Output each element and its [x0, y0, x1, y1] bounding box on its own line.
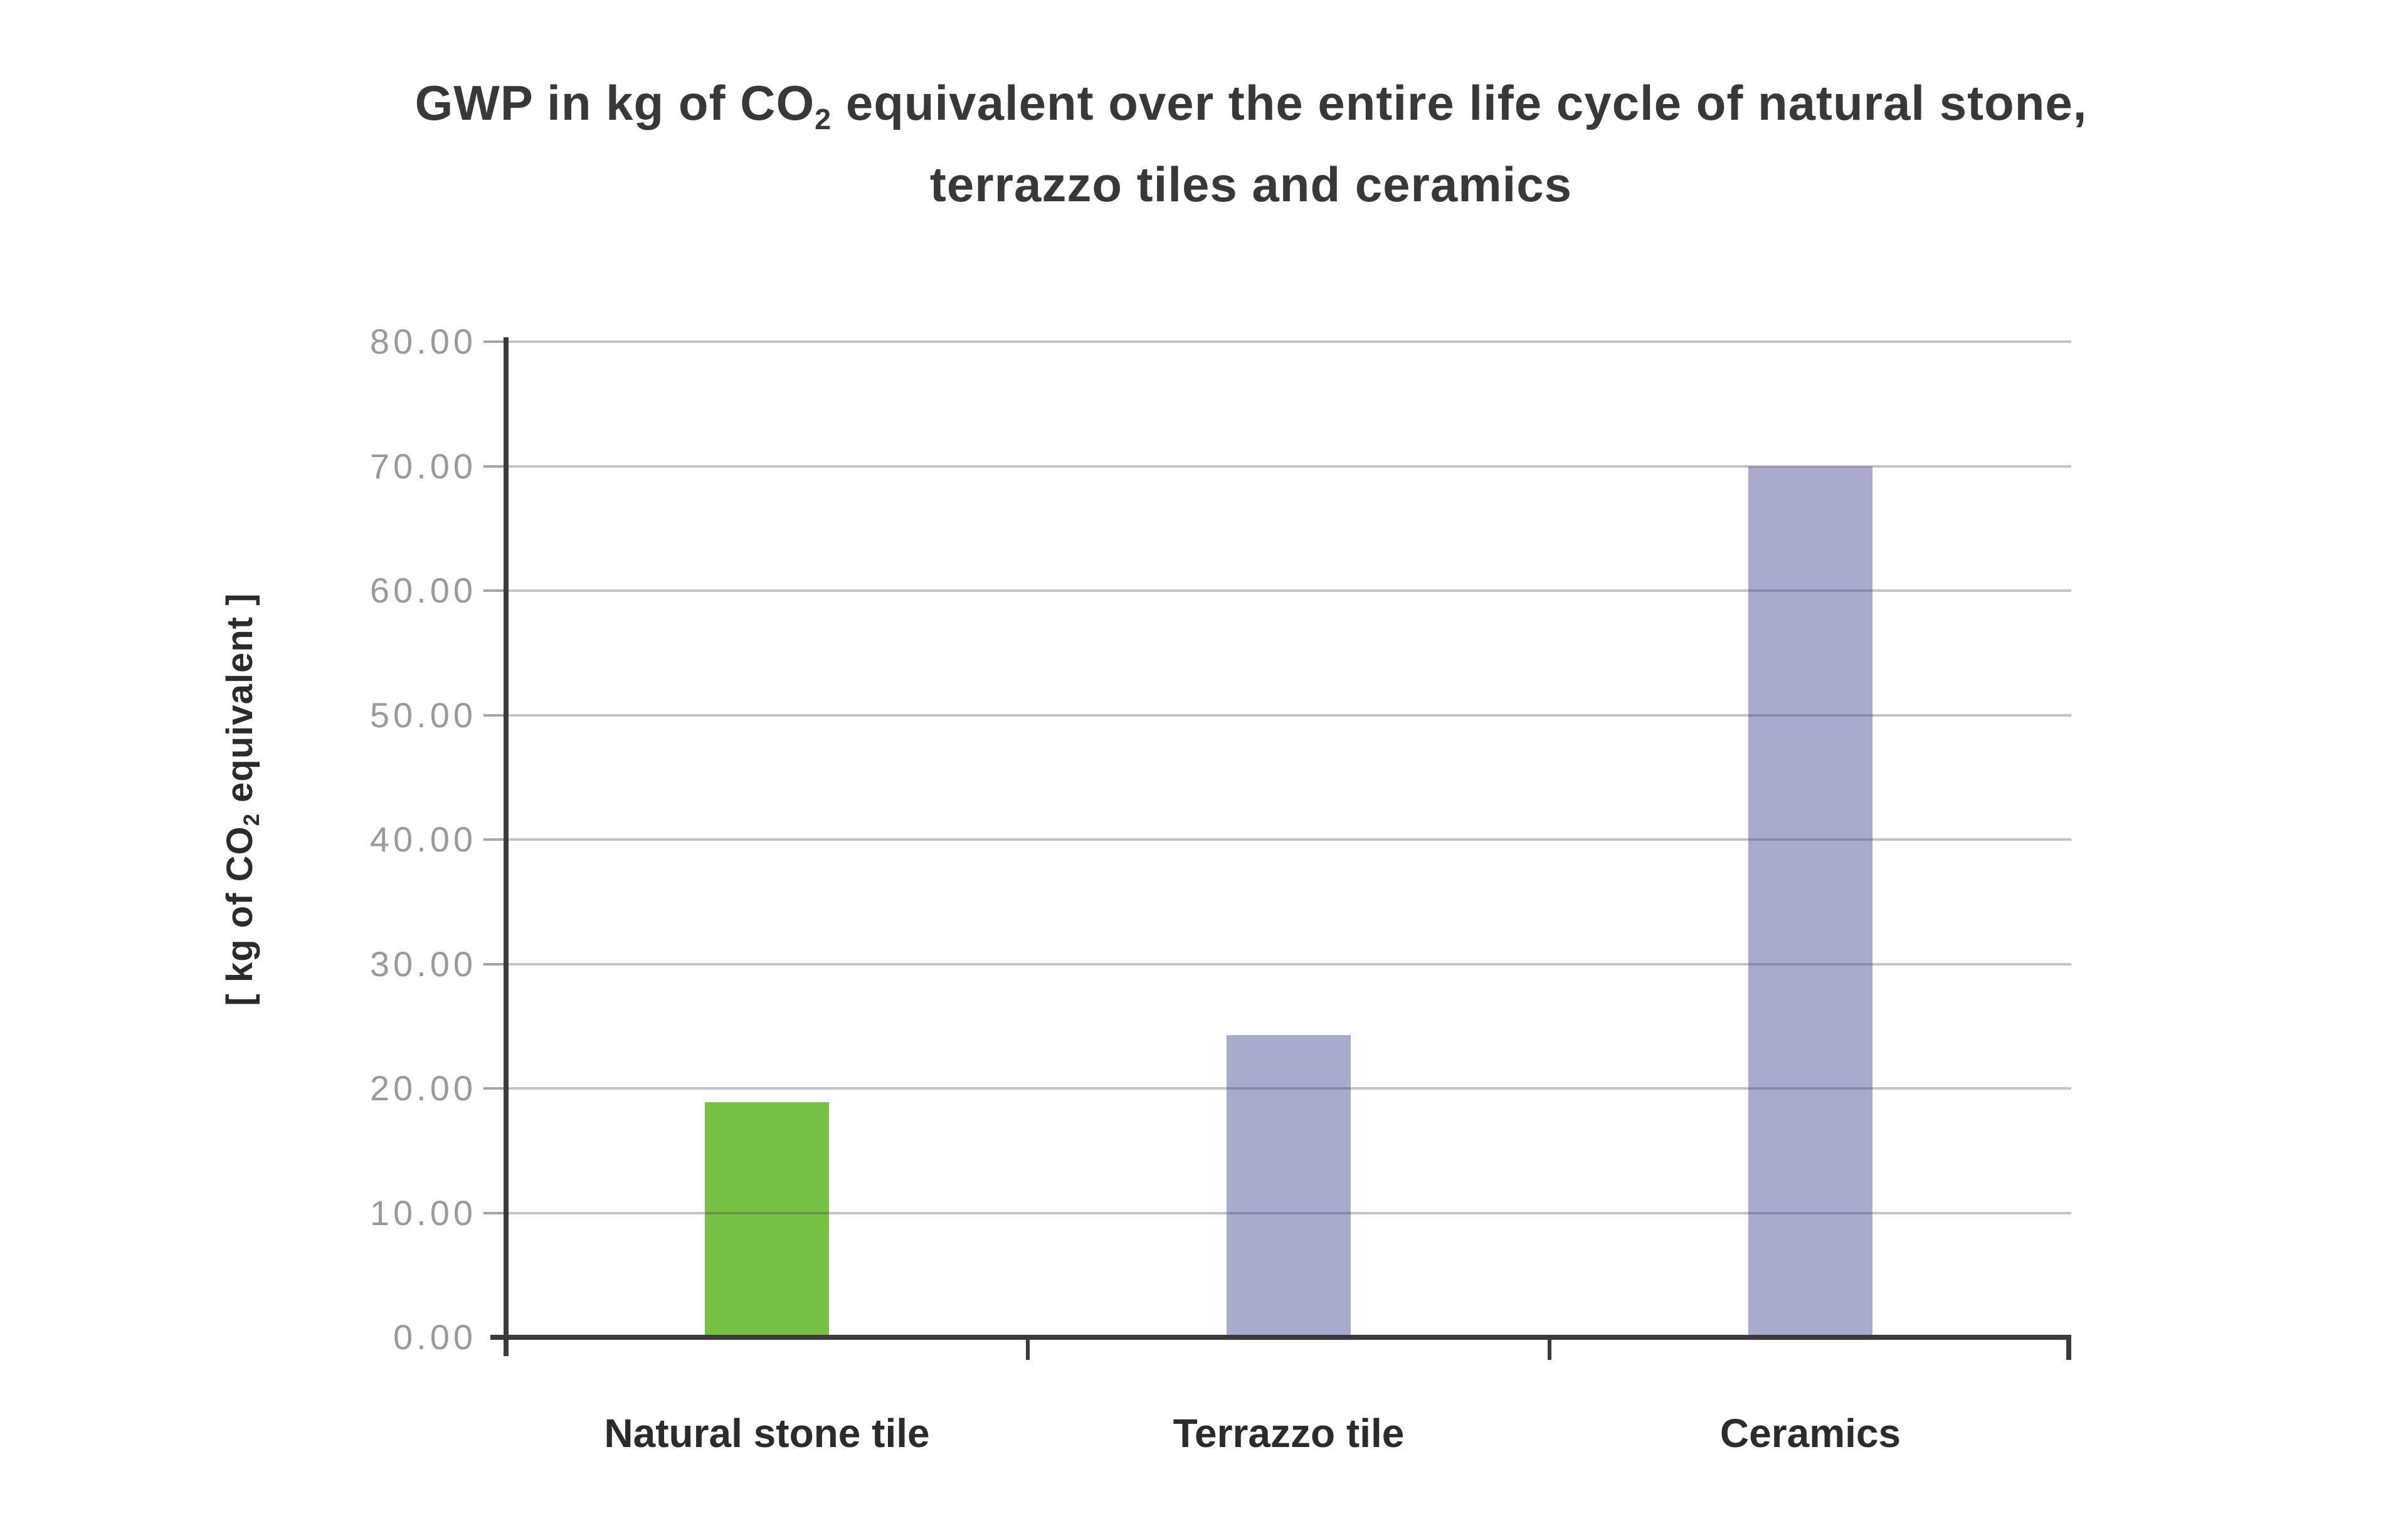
y-tick-mark: [483, 340, 506, 343]
x-tick-mark: [2066, 1337, 2071, 1360]
gridline: [506, 1087, 2071, 1090]
bar-ceramics: [1748, 466, 1872, 1337]
x-axis-label: Ceramics: [1719, 1411, 1901, 1456]
x-tick-mark: [1548, 1337, 1551, 1360]
chart-title-line2: terrazzo tiles and ceramics: [929, 156, 1573, 212]
y-tick-label: 10.00: [369, 1192, 477, 1233]
y-tick-label: 40.00: [369, 819, 477, 859]
gridline: [506, 713, 2071, 717]
y-tick-label: 30.00: [369, 944, 477, 984]
y-tick-label: 20.00: [369, 1068, 477, 1108]
y-tick-label: 70.00: [369, 446, 477, 486]
y-tick-mark: [483, 713, 506, 717]
x-axis-label: Terrazzo tile: [1173, 1411, 1405, 1456]
x-tick-mark: [1026, 1337, 1030, 1360]
chart-title-line1: GWP in kg of CO2 equivalent over the ent…: [415, 75, 2088, 135]
y-tick-label: 80.00: [369, 322, 477, 361]
y-axis-line: [504, 337, 509, 1356]
y-tick-mark: [483, 589, 506, 592]
y-tick-mark: [483, 838, 506, 841]
gridline: [506, 838, 2071, 841]
bar-natural-stone-tile: [705, 1102, 829, 1337]
y-tick-label: 0.00: [393, 1317, 477, 1357]
gridline: [506, 962, 2071, 966]
y-tick-label: 60.00: [369, 571, 477, 610]
bar-terrazzo-tile: [1227, 1034, 1351, 1337]
y-tick-label: 50.00: [369, 695, 477, 735]
y-tick-mark: [483, 962, 506, 966]
y-tick-mark: [483, 1087, 506, 1090]
gridline: [506, 1211, 2071, 1214]
gridline: [506, 589, 2071, 592]
y-tick-mark: [483, 465, 506, 468]
x-axis-line: [490, 1335, 2071, 1340]
gridline: [506, 340, 2071, 343]
chart-title: GWP in kg of CO2 equivalent over the ent…: [216, 70, 2286, 217]
co2-subscript: 2: [815, 102, 832, 135]
x-axis-label: Natural stone tile: [604, 1411, 930, 1456]
gridline: [506, 465, 2071, 468]
y-tick-mark: [483, 1211, 506, 1214]
